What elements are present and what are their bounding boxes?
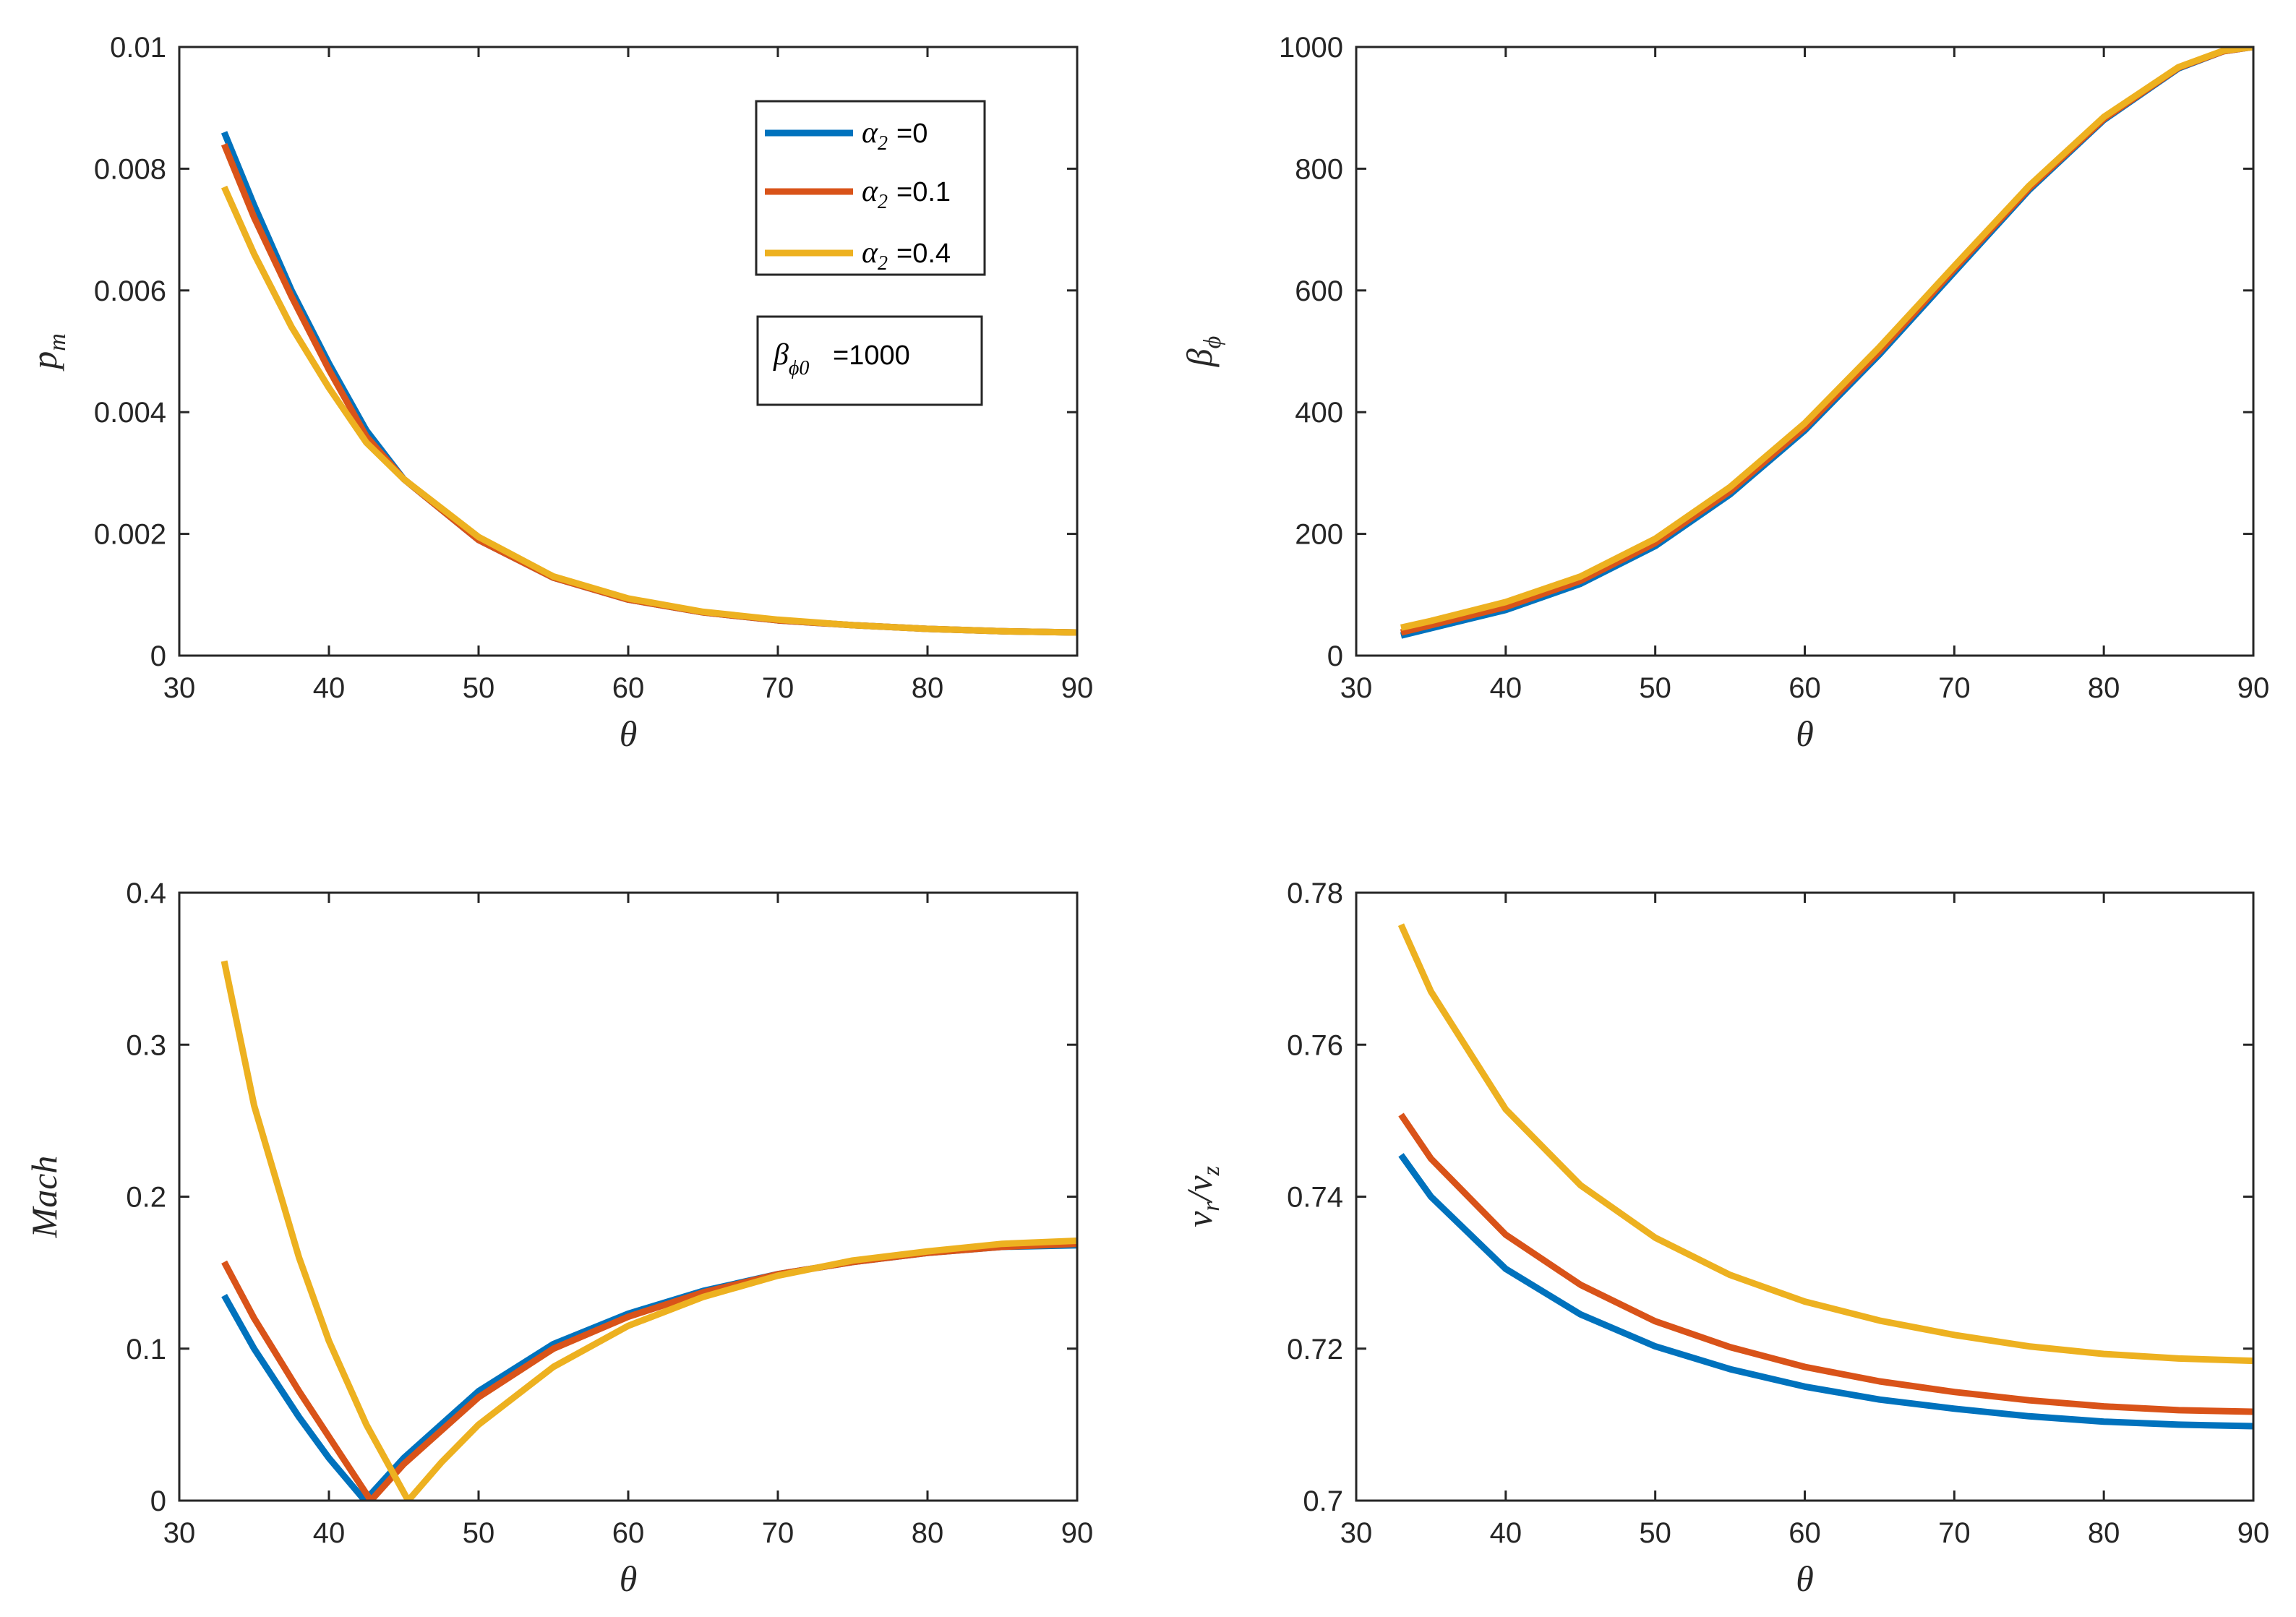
- chart-beta: 30 40 50 60 70 80 90 0 200 400 600 800 1000 θ βϕ: [1179, 32, 2269, 754]
- y-tick-label: 200: [1295, 519, 1343, 551]
- x-tick-label: 40: [1490, 672, 1522, 704]
- x-tick-label: 50: [463, 672, 495, 704]
- x-tick-label: 80: [2088, 1517, 2120, 1549]
- chart-mach: 30 40 50 60 70 80 90 0 0.1 0.2 0.3 0.4 θ Mach: [24, 878, 1093, 1599]
- y-tick-label: 0.78: [1287, 878, 1343, 909]
- x-tick-label: 90: [2237, 672, 2270, 704]
- y-tick-label: 0.74: [1287, 1182, 1343, 1214]
- x-tick-label: 50: [1639, 672, 1671, 704]
- legend-symbol-alpha04: α2: [862, 236, 888, 275]
- x-tick-label: 40: [313, 1517, 346, 1549]
- x-tick-label: 30: [163, 672, 196, 704]
- x-tick-label: 70: [1938, 672, 1971, 704]
- x-tick-label: 80: [912, 1517, 944, 1549]
- x-tick-label: 60: [612, 1517, 645, 1549]
- y-tick-label: 0.76: [1287, 1029, 1343, 1061]
- y-axis-label: βϕ: [1179, 336, 1226, 368]
- x-tick-label: 70: [762, 1517, 794, 1549]
- series-line-mach-2: [220, 960, 1077, 1501]
- x-axis-label: θ: [1796, 713, 1814, 754]
- y-tick-label: 0.1: [126, 1334, 166, 1365]
- series-line-beta-0: [1400, 47, 2253, 639]
- y-tick-label: 0: [150, 1485, 166, 1517]
- x-tick-label: 40: [1490, 1517, 1522, 1549]
- y-axis-label: vr/vz: [1179, 1166, 1225, 1227]
- legend-symbol-alpha0: α2: [862, 116, 888, 155]
- x-tick-label: 60: [1789, 1517, 1821, 1549]
- y-tick-label: 400: [1295, 397, 1343, 429]
- y-axis-label: Mach: [24, 1156, 64, 1239]
- series-group: [1397, 923, 2253, 1430]
- annotation-text: =1000: [833, 340, 910, 371]
- y-tick-label: 0.002: [94, 519, 166, 551]
- x-tick-label: 50: [1639, 1517, 1671, 1549]
- y-tick-label: 800: [1295, 153, 1343, 185]
- x-tick-label: 90: [1061, 1517, 1094, 1549]
- series-line-beta-1: [1400, 47, 2253, 636]
- x-axis-label: θ: [620, 713, 638, 754]
- series-line-vrvz-0: [1398, 1153, 2253, 1430]
- y-tick-label: 0.7: [1303, 1485, 1343, 1517]
- series-line-pm-2: [220, 185, 1077, 636]
- x-tick-label: 40: [313, 672, 346, 704]
- legend-text-alpha0: =0: [896, 119, 928, 149]
- axes-frame: [1355, 46, 2255, 657]
- y-tick-label: 0.006: [94, 275, 166, 307]
- x-tick-label: 80: [2088, 672, 2120, 704]
- series-group: [1400, 47, 2253, 639]
- x-tick-label: 90: [1061, 672, 1094, 704]
- y-tick-label: 0.3: [126, 1029, 166, 1061]
- x-tick-label: 30: [1340, 672, 1373, 704]
- annotation-symbol: βϕ0: [773, 338, 809, 379]
- y-axis-label: pm: [24, 333, 71, 372]
- series-group: [220, 960, 1077, 1501]
- x-axis-label: θ: [1796, 1558, 1814, 1599]
- series-line-vrvz-2: [1397, 923, 2253, 1365]
- x-tick-label: 60: [612, 672, 645, 704]
- y-tick-label: 0.4: [126, 878, 166, 909]
- x-tick-label: 70: [1938, 1517, 1971, 1549]
- legend-text-alpha04: =0.4: [896, 239, 951, 269]
- x-axis-label: θ: [620, 1558, 638, 1599]
- y-tick-label: 0.2: [126, 1182, 166, 1214]
- beta-annotation: βϕ0 =1000: [756, 315, 983, 406]
- series-line-beta-2: [1400, 47, 2253, 631]
- x-tick-label: 30: [163, 1517, 196, 1549]
- y-tick-label: 0: [150, 640, 166, 672]
- y-tick-label: 1000: [1279, 32, 1343, 64]
- axes-layer: 30 40 50 60 70 80 90 0 0.002 0.004 0.006 0.008 0.01 θ…: [24, 32, 2269, 1599]
- x-tick-label: 60: [1789, 672, 1821, 704]
- chart-pm: 30 40 50 60 70 80 90 0 0.002 0.004 0.006 0.008 0.01 θ…: [24, 32, 1093, 754]
- series-line-mach-1: [221, 1240, 1077, 1501]
- y-tick-label: 600: [1295, 275, 1343, 307]
- x-tick-label: 30: [1340, 1517, 1373, 1549]
- x-tick-label: 90: [2237, 1517, 2270, 1549]
- y-tick-label: 0.01: [110, 32, 166, 64]
- chart-vrvz: 30 40 50 60 70 80 90 0.7 0.72 0.74 0.76 0.78 θ vr/vz: [1179, 878, 2269, 1599]
- legend-symbol-alpha01: α2: [862, 175, 888, 213]
- y-tick-label: 0.72: [1287, 1334, 1343, 1365]
- y-tick-label: 0.004: [94, 397, 166, 429]
- legend-text-alpha01: =0.1: [896, 177, 951, 207]
- x-tick-label: 80: [912, 672, 944, 704]
- legend: α2 =0 α2 =0.1 α2 =0.4: [755, 100, 986, 276]
- annotation-box: [756, 315, 983, 406]
- y-tick-label: 0: [1327, 640, 1343, 672]
- x-tick-label: 50: [463, 1517, 495, 1549]
- series-group: [220, 131, 1077, 636]
- series-line-mach-0: [221, 1242, 1077, 1501]
- series-line-vrvz-1: [1398, 1112, 2253, 1415]
- x-tick-label: 70: [762, 672, 794, 704]
- y-tick-label: 0.008: [94, 153, 166, 185]
